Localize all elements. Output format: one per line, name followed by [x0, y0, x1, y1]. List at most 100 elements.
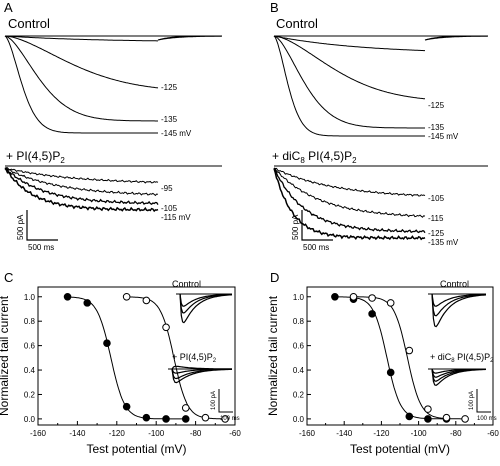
panel-c-ytick-label: 0.2: [24, 390, 36, 399]
panel-d-point-1-3: [405, 346, 414, 355]
panel-a-control-trace-0: [4, 35, 158, 42]
panel-c-axes: -160 -140 -120 -100 -80 -60 0.0 0.2 0.4 0.6 0.8 1.0…: [0, 286, 241, 456]
panel-b-control-traces: [273, 35, 488, 137]
panel-a-scalebar-y: 500 pA: [16, 214, 25, 240]
panel-d-point-0-5: [424, 415, 432, 423]
panel-b-control-tail-1: [424, 35, 488, 41]
panel-a-control-traces: [4, 35, 222, 134]
panel-d-point-1-6: [461, 415, 469, 423]
panel-c-point-1-5: [221, 415, 229, 423]
panel-b-control-trace-1: [273, 35, 426, 100]
panel-a-treatment-trace-1: [4, 168, 159, 197]
panel-b-control-trace-0: [273, 35, 425, 52]
panel-a-treatment-traces: [4, 165, 222, 213]
panel-b-control-trace-2: [273, 35, 425, 129]
panel-d-ytick-label: 0.6: [293, 342, 305, 351]
panel-c-inset-control-label: Control: [172, 279, 201, 289]
panel-c-xtick-label: -160: [30, 429, 47, 438]
panel-b-treatment-label-125: -125: [428, 229, 445, 238]
panel-d-inset-treatment-traces: [428, 368, 487, 386]
panel-a-control-label: Control: [8, 16, 50, 31]
panel-b-control-trace-3: [273, 35, 425, 137]
panel-d-inset-scale-y: 100 pA: [469, 391, 475, 410]
panel-d-ytick-label: 0.2: [293, 390, 305, 399]
panel-a-treatment-label-95: -95: [161, 184, 173, 193]
panel-c-xtick-label: -60: [229, 429, 241, 438]
panel-c-point-0-6: [181, 415, 190, 423]
panel-b-treatment-label-105: -105: [428, 194, 445, 203]
panel-d-point-1-2: [386, 299, 395, 307]
panel-b-treatment-label-135: -135 mV: [428, 238, 459, 247]
panel-b-scalebar-y: 500 pA: [291, 214, 300, 240]
panel-c-inset-control-traces: [176, 293, 233, 324]
panel-c-inset-treatment-label: + PI(4,5)P2: [172, 352, 217, 364]
panel-d-point-1-0: [349, 292, 358, 301]
panel-a-control-label-145: -145 mV: [161, 129, 192, 138]
panel-a-control-label-125: -125: [161, 83, 178, 92]
panel-d-ytick-label: 0.4: [293, 366, 305, 375]
panel-b-scalebar: 500 pA 500 ms: [291, 210, 333, 252]
panel-c-ytick-label: 1.0: [24, 293, 36, 302]
panel-d-inset-scalebar: 100 pA 100 ms: [469, 389, 497, 422]
panel-d-xlabel: Test potential (mV): [350, 442, 450, 456]
panel-b-letter: B: [270, 0, 279, 15]
panel-c-fit-0: [67, 296, 186, 420]
panel-c-point-1-1: [142, 296, 151, 305]
panel-d-point-0-0: [331, 292, 339, 301]
panel-c-inset-treatment-2: [171, 368, 232, 380]
panel-b-treatment-trace-3: [273, 168, 426, 241]
panel-b-control-label-125: -125: [428, 101, 445, 110]
panel-c-point-0-0: [63, 292, 72, 301]
panel-d-xtick-label: -140: [336, 429, 353, 438]
panel-c-inset-treatment-traces: [168, 365, 232, 384]
panel-d-ytick-label: 0.0: [293, 415, 305, 424]
panel-d-xtick-label: -60: [487, 429, 499, 438]
panel-d-xtick-label: -100: [411, 429, 428, 438]
panel-c-inset-scale-y: 100 pA: [211, 391, 217, 410]
panel-a-letter: A: [4, 0, 13, 15]
panel-c-xtick-label: -80: [190, 429, 202, 438]
panel-c-point-1-2: [162, 323, 170, 332]
panel-c-point-0-2: [103, 339, 111, 347]
panel-c-inset-scalebar: 100 pA 100 ms: [211, 389, 240, 422]
panel-c-inset-scale-x: 100 ms: [220, 416, 240, 422]
panel-d-ytick-label: 1.0: [293, 293, 305, 302]
panel-d-point-0-4: [405, 412, 414, 421]
panel-d-inset-scale-x: 100 ms: [477, 416, 497, 422]
panel-b-scalebar-x: 500 ms: [303, 243, 329, 252]
panel-c-xtick-label: -140: [69, 429, 86, 438]
panel-c-point-1-0: [122, 292, 131, 301]
panel-c-point-0-3: [122, 402, 131, 411]
panel-a: A Control -125 -135 -145 mV + PI(4,5)P2 …: [4, 0, 222, 252]
panel-d-ytick-label: 0.8: [293, 317, 305, 326]
panel-a-control-trace-3: [4, 35, 158, 134]
panel-c-point-1-3: [181, 404, 190, 412]
panel-d-point-1-1: [368, 294, 376, 302]
panel-a-treatment-trace-2: [4, 166, 159, 205]
panel-d-axes: -160 -140 -120 -100 -80 -60 0.0 0.2 0.4 0.6 0.8 1.0…: [266, 286, 499, 456]
panel-c-xtick-label: -120: [109, 429, 126, 438]
panel-c-point-0-5: [162, 415, 170, 423]
panel-a-control-trace-1: [4, 35, 159, 89]
panel-d-plot: [331, 292, 469, 423]
panel-b-treatment-traces: [273, 165, 488, 241]
panel-b-control-label-135: -135: [428, 123, 445, 132]
panel-c-point-0-4: [142, 413, 151, 422]
panel-d-point-1-4: [424, 405, 432, 413]
panel-c-point-0-1: [83, 299, 92, 307]
panel-c-ytick-label: 0.0: [24, 415, 36, 424]
panel-b-control-label-145: -145 mV: [428, 132, 459, 141]
panel-c-ytick-label: 0.6: [24, 342, 36, 351]
panel-d-letter: D: [270, 270, 279, 285]
panel-a-scalebar-x: 500 ms: [28, 243, 54, 252]
panel-a-treatment-label-105: -105: [161, 204, 178, 213]
panel-c-point-1-4: [201, 413, 210, 422]
panel-c-xtick-label: -100: [148, 429, 165, 438]
panel-d-point-1-5: [442, 413, 451, 422]
panel-a-treatment-trace-0: [4, 167, 159, 184]
panel-b: B Control -125 -135 -145 mV + diC8 PI(4,…: [270, 0, 488, 252]
panel-d-ylabel: Normalized tail current: [266, 295, 280, 416]
panel-c-ytick-label: 0.4: [24, 366, 36, 375]
panel-d-inset-control-traces: [428, 293, 487, 328]
